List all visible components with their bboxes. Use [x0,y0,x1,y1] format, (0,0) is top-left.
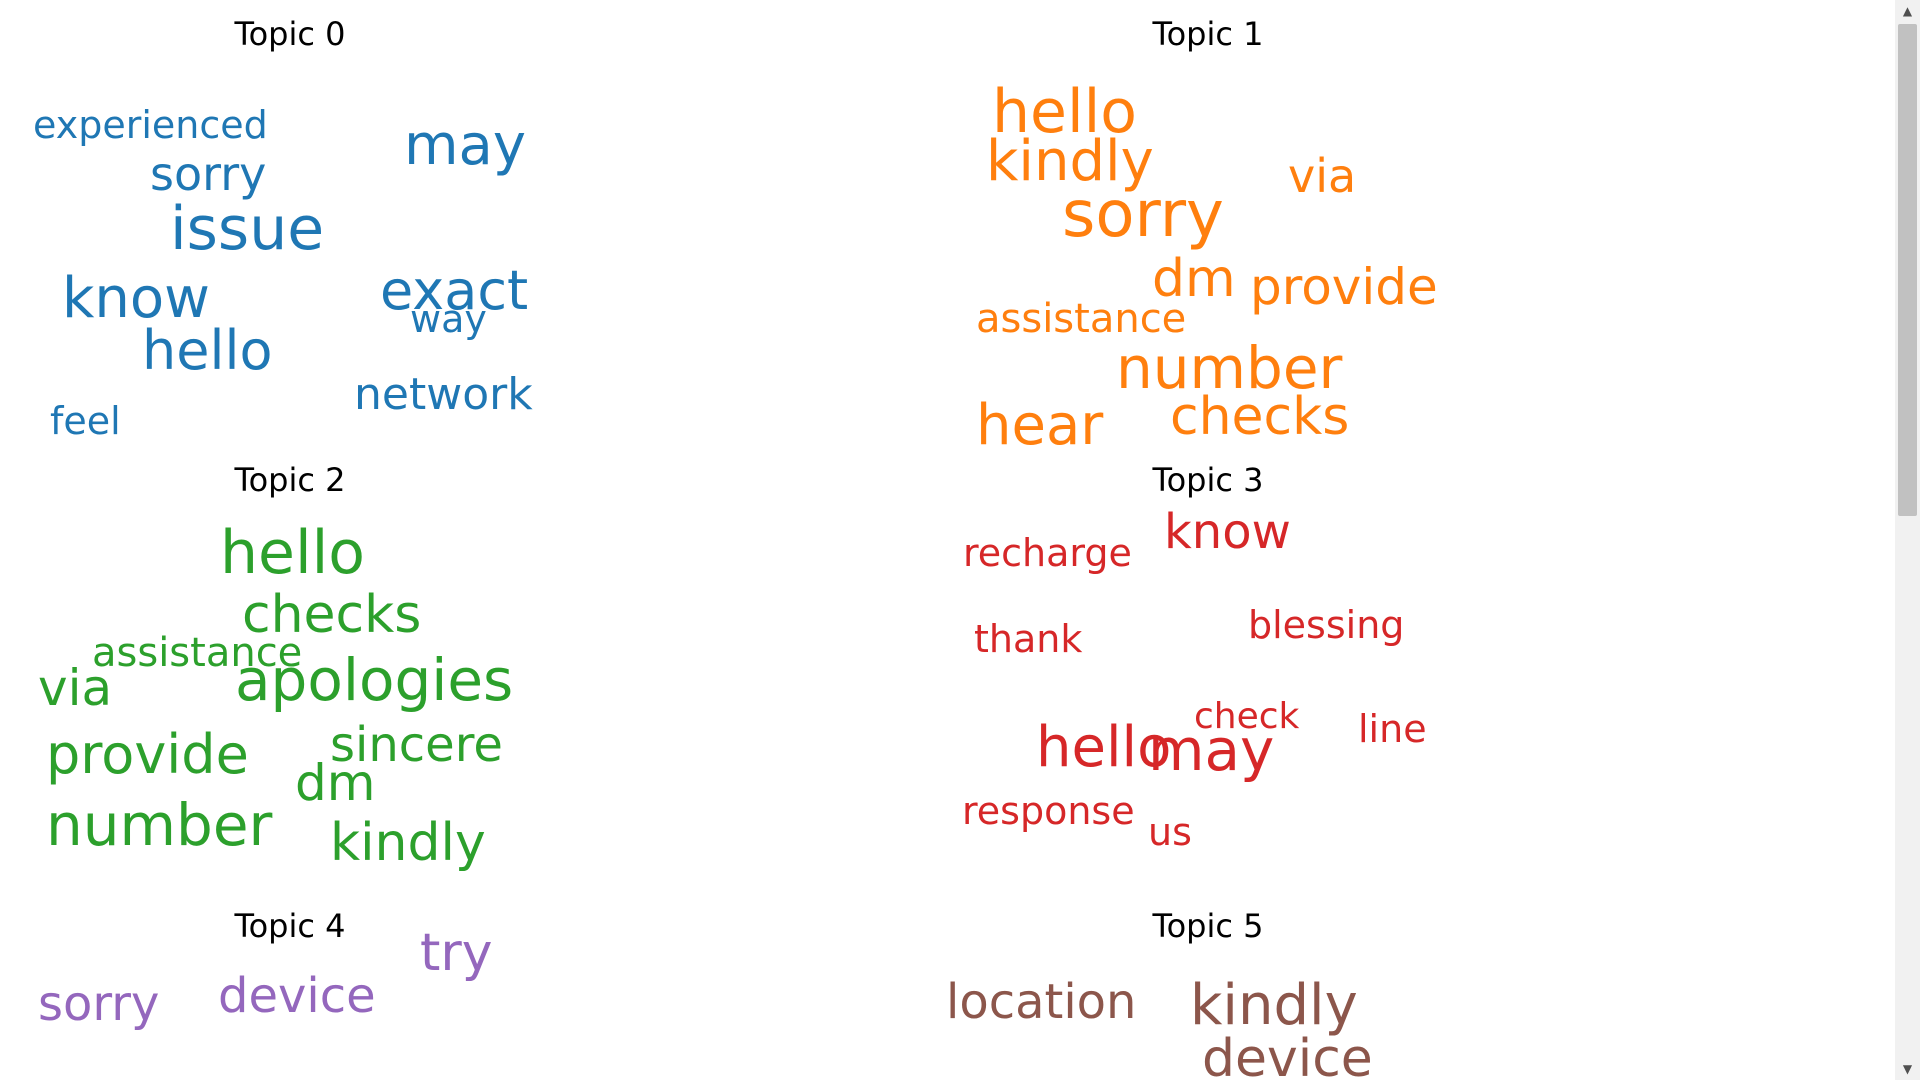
topic-2-word-via: via [38,659,112,717]
topic-0-title: Topic 0 [234,15,346,53]
topic-0-word-know: know [62,266,210,331]
topic-0-word-network: network [354,369,533,420]
topic-0-word-exact: exact [380,259,528,322]
topic-2-word-assistance: assistance [92,630,302,676]
topic-2-word-provide: provide [46,723,249,786]
vertical-scrollbar[interactable]: ▲ ▼ [1895,0,1920,1080]
scrollbar-thumb[interactable] [1898,24,1917,516]
topic-3-word-thank: thank [974,617,1082,661]
topic-1-word-number: number [1116,334,1343,402]
topic-1-word-sorry: sorry [1062,178,1224,252]
topic-4-title: Topic 4 [234,907,346,945]
topic-3-word-recharge: recharge [963,531,1132,575]
topic-5-word-device: device [1202,1029,1373,1080]
topic-1-word-provide: provide [1250,258,1438,316]
scroll-down-arrow-icon[interactable]: ▼ [1902,1062,1913,1076]
topic-3-word-line: line [1358,707,1427,751]
topic-0-word-issue: issue [170,194,324,264]
topic-4-cloud: try device sorry [38,923,493,1032]
topic-2-panel: Topic 2 hello apologies checks number provid… [20,460,560,890]
topic-0-word-hello: hello [142,319,273,382]
topic-3-word-response: response [962,789,1135,833]
topic-2-word-sincere: sincere [330,717,503,773]
topic-4-word-device: device [218,968,376,1024]
topic-2-word-kindly: kindly [330,813,486,873]
topic-1-word-hello: hello [992,77,1137,147]
topic-3-word-us: us [1148,810,1192,854]
topic-0-word-experienced: experienced [33,103,268,147]
topic-1-word-dm: dm [1152,249,1236,309]
topic-4-word-try: try [420,923,493,983]
topic-1-word-assistance: assistance [976,296,1186,342]
topic-1-cloud: hello sorry number kindly hear provide checks d… [976,77,1438,458]
topic-2-word-hello: hello [220,518,365,588]
topic-1-word-hear: hear [976,393,1104,458]
topic-0-word-feel: feel [50,399,121,443]
scroll-up-arrow-icon[interactable]: ▲ [1902,4,1913,18]
topic-0-panel: Topic 0 issue may know exact hello sorry netwo… [20,14,560,444]
topic-3-word-check: check [1194,696,1300,737]
topic-2-word-apologies: apologies [235,646,513,714]
topic-3-panel: Topic 3 hello may know recharge blessing than… [938,460,1478,890]
topic-5-word-location: location [946,974,1136,1030]
topic-2-word-dm: dm [295,754,375,812]
topic-0-cloud: issue may know exact hello sorry network experi… [33,103,533,443]
topic-3-word-blessing: blessing [1248,603,1404,647]
topic-0-word-may: may [404,113,526,178]
topic-1-word-kindly: kindly [986,129,1154,194]
topic-4-word-sorry: sorry [38,976,159,1032]
topic-0-word-sorry: sorry [150,147,266,201]
topic-1-panel: Topic 1 hello sorry number kindly hear provid… [938,14,1478,458]
topic-4-panel: Topic 4 try device sorry [20,906,560,1080]
topic-0-word-way: way [410,297,487,341]
topic-2-word-number: number [46,791,273,859]
topic-2-word-checks: checks [242,585,421,645]
topic-3-word-hello: hello [1036,715,1171,780]
topic-1-word-checks: checks [1170,387,1349,447]
topic-3-title: Topic 3 [1152,461,1264,499]
topic-1-title: Topic 1 [1152,15,1264,53]
topic-3-word-know: know [1164,504,1291,560]
topic-5-word-kindly: kindly [1190,973,1358,1038]
topic-5-title: Topic 5 [1152,907,1264,945]
topic-5-panel: Topic 5 kindly device location [938,906,1478,1080]
topic-1-word-via: via [1288,149,1356,203]
topic-2-title: Topic 2 [234,461,346,499]
topic-3-word-may: may [1148,716,1274,784]
